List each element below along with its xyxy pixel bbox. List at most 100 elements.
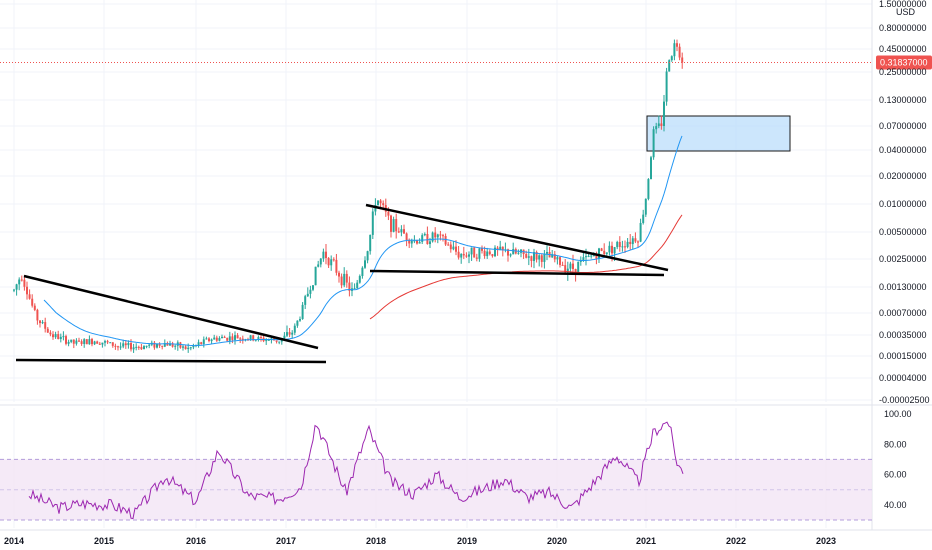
candle-body <box>117 346 119 348</box>
candle-body <box>335 259 338 273</box>
candle-body <box>556 257 559 260</box>
candle-body <box>600 248 603 251</box>
candle-body <box>611 245 613 254</box>
candle-body <box>655 126 658 130</box>
candle-body <box>312 285 314 290</box>
candle-body <box>668 60 671 72</box>
candle-body <box>499 246 502 250</box>
candle-body <box>140 347 143 350</box>
candle-body <box>179 342 182 348</box>
candle-body <box>171 343 174 347</box>
rsi-tick-label: 40.00 <box>884 500 907 510</box>
candle-body <box>644 198 647 215</box>
candle-body <box>332 259 335 261</box>
candle-body <box>252 335 255 341</box>
candle-body <box>410 240 413 244</box>
candle-body <box>267 339 270 341</box>
candle-body <box>158 343 161 346</box>
candle-body <box>478 248 481 259</box>
time-tick-label: 2019 <box>457 536 477 546</box>
candle-body <box>353 288 356 290</box>
candle-body <box>288 332 291 335</box>
candle-body <box>46 328 49 333</box>
candle-body <box>525 254 528 258</box>
price-tick-label: 0.01000000 <box>879 199 927 209</box>
candle-body <box>221 336 223 339</box>
candle-body <box>163 343 166 347</box>
candle-body <box>265 340 268 342</box>
candle-body <box>527 256 530 258</box>
candle-body <box>83 339 86 344</box>
candle-body <box>423 233 426 236</box>
time-tick-label: 2018 <box>366 536 386 546</box>
candle-body <box>455 246 457 252</box>
price-tick-label: 0.02000000 <box>879 171 927 181</box>
candle-body <box>652 129 655 158</box>
candle-body <box>119 346 122 348</box>
price-tick-label: 0.25000000 <box>879 67 927 77</box>
candle-body <box>397 231 400 233</box>
candle-body <box>143 346 145 350</box>
price-tick-label: 0.00035000 <box>879 330 927 340</box>
candle-body <box>192 345 195 348</box>
price-tick-label: 0.00130000 <box>879 282 927 292</box>
candle-body <box>491 254 494 257</box>
candle-body <box>330 259 333 266</box>
candle-body <box>392 219 395 232</box>
candle-body <box>418 241 421 244</box>
candle-body <box>647 179 650 199</box>
candle-body <box>577 261 580 274</box>
candle-body <box>533 251 535 261</box>
candle-body <box>257 337 260 340</box>
candle-body <box>566 268 569 273</box>
candle-body <box>366 251 369 261</box>
candle-body <box>127 342 130 346</box>
candle-body <box>299 318 301 321</box>
time-tick-label: 2016 <box>186 536 206 546</box>
candle-body <box>153 342 156 348</box>
price-tick-label: 0.45000000 <box>879 44 927 54</box>
candle-body <box>379 200 382 204</box>
candle-body <box>494 247 496 257</box>
candle-body <box>317 264 320 267</box>
time-tick-label: 2014 <box>4 536 24 546</box>
candle-body <box>439 234 442 236</box>
candle-body <box>59 336 62 340</box>
candle-body <box>41 322 44 324</box>
candle-body <box>473 247 476 258</box>
gridlines <box>0 0 872 528</box>
candle-body <box>436 234 439 238</box>
candle-body <box>673 43 676 57</box>
time-tick-label: 2017 <box>276 536 296 546</box>
candle-body <box>52 334 54 338</box>
candle-body <box>574 268 577 274</box>
candle-body <box>340 276 343 286</box>
price-tick-label: 0.80000000 <box>879 23 927 33</box>
trendline <box>369 269 665 277</box>
candle-body <box>130 342 132 350</box>
candle-body <box>231 336 234 340</box>
candle-body <box>361 267 364 277</box>
candle-body <box>278 341 281 343</box>
candle-body <box>306 293 309 297</box>
ma-slow-line <box>369 214 683 320</box>
price-tick-label: 0.04000000 <box>879 145 927 155</box>
candle-body <box>23 279 26 287</box>
candle-body <box>598 248 600 259</box>
candle-body <box>618 241 621 247</box>
candle-body <box>663 101 665 126</box>
candle-body <box>543 253 546 262</box>
candle-body <box>239 338 242 340</box>
price-tick-label: 0.00250000 <box>879 254 927 264</box>
price-tick-label: 0.13000000 <box>879 95 927 105</box>
candle-body <box>517 252 520 254</box>
rsi-tick-label: 60.00 <box>884 470 907 480</box>
candle-body <box>408 239 411 244</box>
candle-body <box>20 279 23 281</box>
candle-body <box>338 272 340 277</box>
candle-body <box>111 342 114 346</box>
candle-body <box>592 255 595 257</box>
time-tick-label: 2015 <box>94 536 114 546</box>
candle-body <box>345 273 348 283</box>
